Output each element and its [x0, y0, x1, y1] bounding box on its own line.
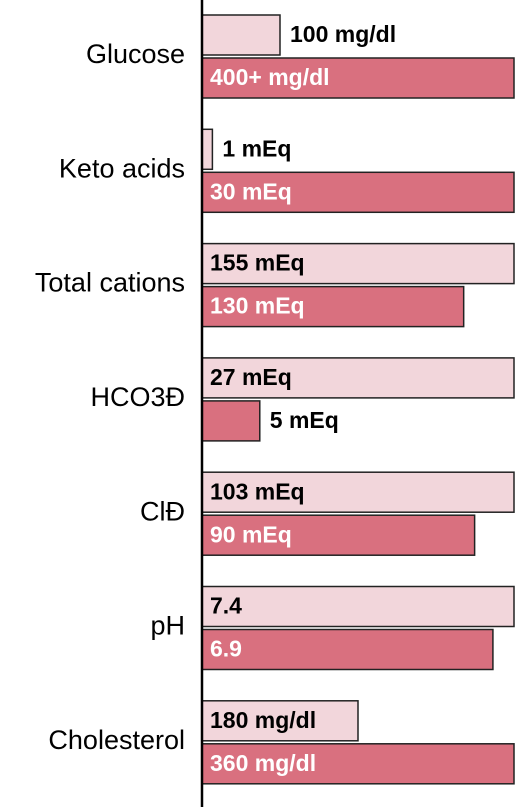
bar	[201, 628, 494, 671]
bar	[201, 585, 515, 628]
bar	[201, 285, 465, 328]
value-label: 6.9	[210, 636, 242, 662]
value-label: 180 mg/dl	[210, 707, 316, 733]
value-label: 103 mEq	[210, 478, 305, 504]
value-label: 27 mEq	[210, 364, 292, 390]
bar	[201, 128, 214, 171]
bar	[201, 400, 261, 442]
category-label: pH	[150, 611, 185, 641]
value-label: 90 mEq	[210, 521, 292, 547]
value-label: 1 mEq	[222, 135, 291, 161]
value-label: 7.4	[210, 593, 242, 619]
bar	[201, 357, 515, 399]
value-label: 100 mg/dl	[290, 21, 396, 47]
value-label: 360 mg/dl	[210, 750, 316, 776]
value-label: 400+ mg/dl	[210, 64, 330, 90]
bar	[201, 14, 281, 56]
category-label: HCO3Ð	[90, 382, 185, 412]
value-label: 130 mEq	[210, 293, 305, 319]
value-label: 155 mEq	[210, 250, 305, 276]
category-label: Total cations	[35, 268, 185, 298]
bar	[201, 57, 515, 99]
bar	[201, 242, 515, 285]
category-label: ClÐ	[140, 496, 185, 526]
bar	[201, 514, 476, 556]
value-label: 30 mEq	[210, 178, 292, 204]
bar	[201, 171, 515, 214]
category-label: Keto acids	[59, 153, 185, 183]
category-label: Glucose	[86, 39, 185, 69]
value-label: 5 mEq	[270, 407, 339, 433]
category-label: Cholesterol	[48, 725, 185, 755]
